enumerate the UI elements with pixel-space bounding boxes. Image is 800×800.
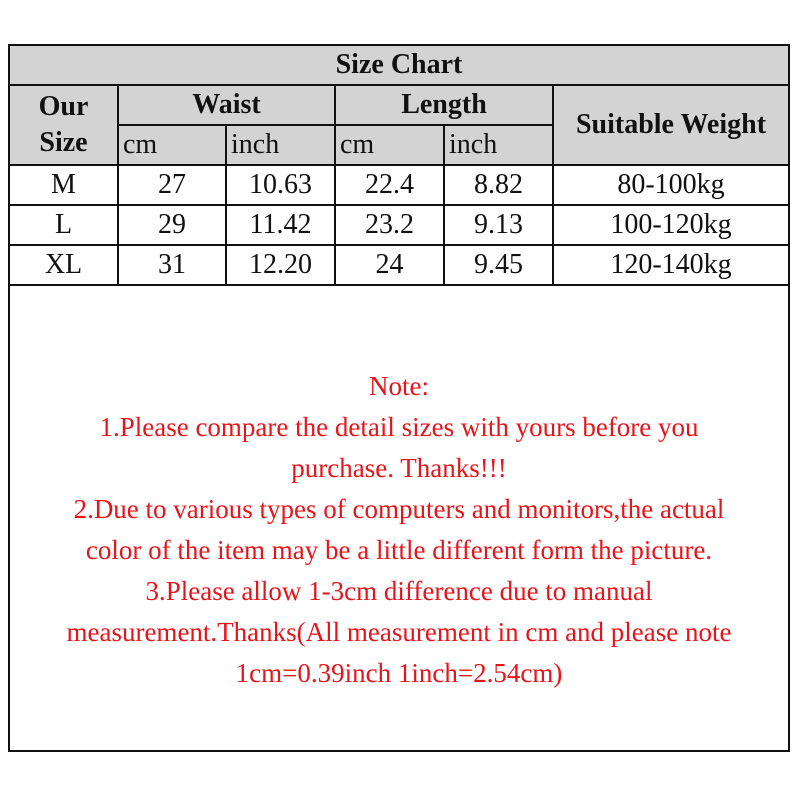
length-inch-header: inch xyxy=(443,124,553,166)
waist-cm-cell: 29 xyxy=(117,204,227,246)
length-inch-cell: 9.45 xyxy=(443,244,554,286)
weight-cell: 120-140kg xyxy=(552,244,788,286)
our-label: Our xyxy=(38,91,89,122)
size-table: Size Chart Our Size Waist Length Suitable… xyxy=(10,46,788,286)
waist-header: Waist xyxy=(117,84,336,126)
note-line: Note: xyxy=(369,371,429,401)
note-line: color of the item may be a little differ… xyxy=(85,535,713,565)
waist-cm-header: cm xyxy=(118,124,227,166)
note-line: measurement.Thanks(All measurement in cm… xyxy=(66,617,732,647)
table-row: XL 31 12.20 24 9.45 120-140kg xyxy=(10,244,788,286)
size-cell: M xyxy=(10,164,119,206)
table-row: L 29 11.42 23.2 9.13 100-120kg xyxy=(10,204,788,246)
waist-inch-cell: 10.63 xyxy=(225,164,336,206)
note-text: Note: 1.Please compare the detail sizes … xyxy=(10,366,788,694)
note-line: 2.Due to various types of computers and … xyxy=(73,494,725,524)
length-cm-cell: 23.2 xyxy=(334,204,445,246)
table-row: M 27 10.63 22.4 8.82 80-100kg xyxy=(10,164,788,206)
size-cell: XL xyxy=(10,244,119,286)
waist-cm-cell: 31 xyxy=(117,244,227,286)
weight-cell: 80-100kg xyxy=(552,164,788,206)
table-title: Size Chart xyxy=(10,46,788,86)
length-header: Length xyxy=(334,84,554,126)
length-cm-header: cm xyxy=(334,124,445,166)
length-cm-cell: 22.4 xyxy=(334,164,445,206)
our-size-header: Our Size xyxy=(10,84,119,166)
waist-inch-header: inch xyxy=(225,124,336,166)
weight-cell: 100-120kg xyxy=(552,204,788,246)
size-chart: Size Chart Our Size Waist Length Suitable… xyxy=(8,44,790,752)
note-line: purchase. Thanks!!! xyxy=(291,453,507,483)
length-inch-cell: 9.13 xyxy=(443,204,554,246)
size-label: Size xyxy=(39,127,88,158)
length-cm-cell: 24 xyxy=(334,244,445,286)
note-line: 1cm=0.39inch 1inch=2.54cm) xyxy=(235,658,563,688)
waist-inch-cell: 12.20 xyxy=(225,244,336,286)
note-line: 1.Please compare the detail sizes with y… xyxy=(99,412,699,442)
note-line: 3.Please allow 1-3cm difference due to m… xyxy=(145,576,653,606)
length-inch-cell: 8.82 xyxy=(443,164,554,206)
size-cell: L xyxy=(10,204,119,246)
weight-header: Suitable Weight xyxy=(552,84,788,166)
waist-cm-cell: 27 xyxy=(117,164,227,206)
waist-inch-cell: 11.42 xyxy=(225,204,336,246)
